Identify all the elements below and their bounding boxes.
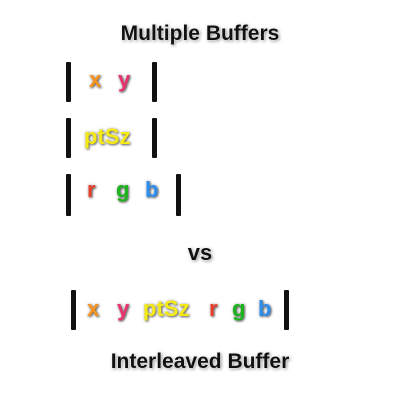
chip-b: b — [256, 296, 273, 321]
interleaved-left-bracket — [71, 290, 76, 330]
buffer-right-bracket — [152, 62, 157, 102]
chip-ptsz: ptSz — [141, 296, 190, 321]
chip-ptsz: ptSz — [82, 124, 131, 149]
title: Multiple Buffers — [120, 22, 280, 45]
chip-b: b — [143, 177, 160, 202]
interleaved-right-bracket — [284, 290, 289, 330]
buffer-left-bracket — [66, 174, 71, 216]
chip-y: y — [115, 296, 130, 321]
chip-y: y — [116, 67, 131, 92]
chip-x: x — [85, 296, 100, 321]
footer-title: Interleaved Buffer — [110, 350, 290, 373]
chip-g: g — [230, 296, 247, 321]
chip-g: g — [114, 177, 131, 202]
buffer-right-bracket — [152, 118, 157, 158]
buffer-right-bracket — [176, 174, 181, 216]
separator-vs: vs — [187, 240, 213, 265]
buffer-left-bracket — [66, 62, 71, 102]
buffer-left-bracket — [66, 118, 71, 158]
chip-r: r — [208, 296, 219, 321]
chip-r: r — [86, 177, 97, 202]
chip-x: x — [87, 67, 102, 92]
